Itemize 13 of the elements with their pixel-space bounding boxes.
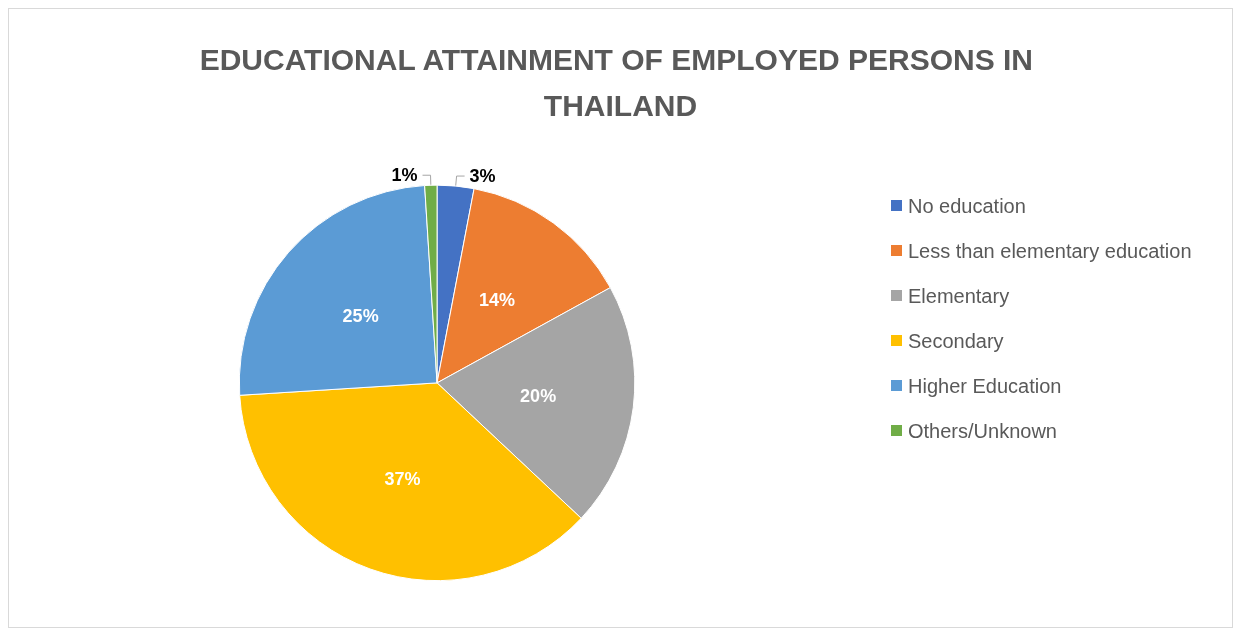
legend-label: Others/Unknown xyxy=(908,419,1057,442)
data-label: 14% xyxy=(478,290,515,311)
legend-label: Secondary xyxy=(908,329,1004,352)
legend-label: No education xyxy=(908,194,1026,217)
data-label: 25% xyxy=(342,305,379,326)
data-label: 1% xyxy=(391,165,418,186)
data-label: 37% xyxy=(384,468,421,489)
legend-label: Elementary xyxy=(908,284,1010,307)
legend-label: Higher Education xyxy=(908,374,1062,397)
legend-label: Less than elementary education xyxy=(908,239,1192,262)
data-label: 20% xyxy=(520,385,557,406)
data-label: 3% xyxy=(469,166,496,187)
chart-title: EDUCATIONAL ATTAINMENT OF EMPLOYED PERSONS IN THAILAND xyxy=(199,42,1042,122)
